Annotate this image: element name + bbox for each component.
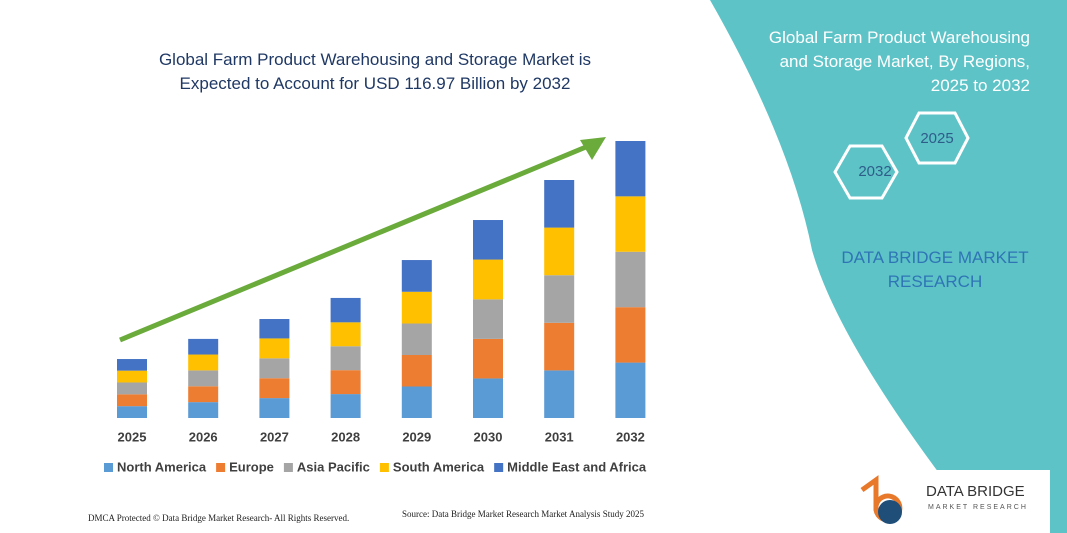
chart-title: Global Farm Product Warehousing and Stor…: [158, 50, 592, 93]
x-tick-label: 2031: [545, 429, 574, 444]
side-panel: [710, 0, 1067, 533]
bar-segment: [330, 370, 361, 395]
bar-segment: [473, 338, 503, 379]
bar-segment: [401, 291, 432, 324]
bar-segment: [615, 141, 646, 197]
legend-label: Europe: [229, 459, 274, 474]
bar-segment: [117, 382, 147, 395]
x-tick-label: 2028: [331, 429, 360, 444]
logo-mark: [878, 500, 902, 524]
bar-segment: [330, 297, 361, 323]
bar-segment: [117, 359, 147, 371]
hexagon: [904, 111, 970, 165]
bar-segment: [117, 370, 147, 383]
hex-label: 2032: [858, 163, 891, 180]
source: Source: Data Bridge Market Research Mark…: [402, 509, 644, 519]
hex-label: 2025: [920, 130, 953, 147]
legend-label: South America: [393, 459, 485, 474]
bar-segment: [259, 338, 290, 359]
bar-segment: [188, 402, 219, 418]
x-tick-label: 2025: [118, 429, 147, 444]
bar-segment: [615, 362, 646, 418]
trend-arrow: [119, 139, 599, 343]
bar-segment: [188, 386, 219, 403]
legend-swatch: [379, 463, 389, 472]
bar-segment: [259, 398, 290, 418]
bar-segment: [615, 251, 646, 308]
x-tick-label: 2032: [616, 429, 645, 444]
bar-segment: [473, 378, 503, 418]
bar-segment: [615, 307, 646, 363]
panel-title: Global Farm Product Warehousing and Stor…: [768, 28, 1030, 95]
bar-segment: [259, 319, 290, 339]
bar-segment: [188, 370, 219, 387]
bar-segment: [401, 386, 432, 418]
legend-label: Asia Pacific: [297, 459, 370, 474]
bar-segment: [473, 299, 503, 339]
bar-segment: [544, 370, 575, 418]
legend-label: North America: [117, 459, 207, 474]
bar-segment: [117, 406, 147, 418]
bar-segment: [330, 346, 361, 371]
bar-segment: [544, 180, 575, 228]
trend-arrow-head: [580, 137, 606, 160]
logo-sub: MARKET RESEARCH: [928, 504, 1028, 511]
x-tick-label: 2029: [402, 429, 431, 444]
x-tick-label: 2026: [189, 429, 218, 444]
x-tick-label: 2030: [474, 429, 503, 444]
bar-segment: [473, 220, 503, 260]
hexagon: [833, 144, 899, 200]
legend-swatch: [283, 463, 293, 472]
bar-segment: [117, 394, 147, 407]
bar-segment: [401, 355, 432, 387]
bar-segment: [188, 354, 219, 371]
bar-segment: [259, 378, 290, 399]
bar-segment: [473, 259, 503, 300]
bar-segment: [544, 322, 575, 371]
copyright: DMCA Protected © Data Bridge Market Rese…: [88, 513, 350, 523]
legend-label: Middle East and Africa: [507, 459, 647, 474]
bar-segment: [330, 322, 361, 347]
legend-swatch: [216, 463, 226, 472]
bar-segment: [544, 275, 575, 323]
bar-segment: [259, 358, 290, 379]
bar-segment: [188, 338, 219, 355]
bar-segment: [401, 323, 432, 356]
legend-swatch: [104, 463, 113, 472]
bar-segment: [615, 196, 646, 252]
brand: DATA BRIDGE MARKET RESEARCH: [841, 248, 1029, 291]
bar-segment: [330, 394, 361, 418]
legend-swatch: [494, 463, 504, 472]
bar-segment: [401, 260, 432, 292]
x-tick-label: 2027: [260, 429, 289, 444]
logo-name: DATA BRIDGE: [926, 483, 1025, 500]
bar-segment: [544, 227, 575, 276]
plot: 2025 2026 2027 2028 2029 2030 2031 2032 North Am…: [104, 141, 647, 474]
